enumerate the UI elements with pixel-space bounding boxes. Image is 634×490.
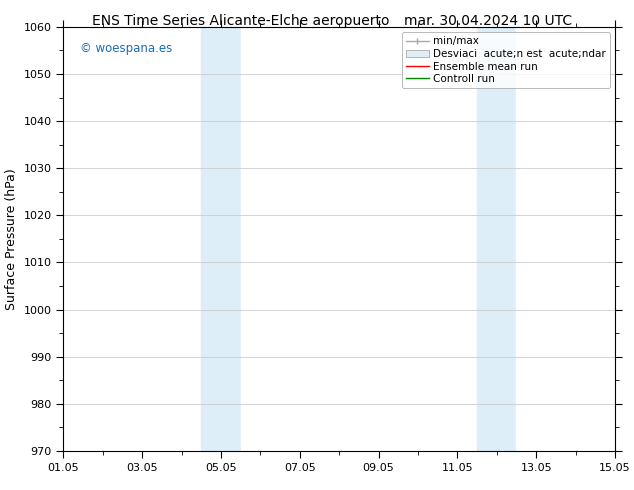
Bar: [477, 27, 517, 451]
Text: © woespana.es: © woespana.es: [80, 42, 172, 55]
Bar: [517, 27, 556, 451]
Bar: [202, 27, 241, 451]
Text: mar. 30.04.2024 10 UTC: mar. 30.04.2024 10 UTC: [404, 14, 573, 28]
Legend: min/max, Desviaci  acute;n est  acute;ndar, Ensemble mean run, Controll run: min/max, Desviaci acute;n est acute;ndar…: [401, 32, 610, 88]
Bar: [241, 27, 280, 451]
Text: ENS Time Series Alicante-Elche aeropuerto: ENS Time Series Alicante-Elche aeropuert…: [92, 14, 390, 28]
Y-axis label: Surface Pressure (hPa): Surface Pressure (hPa): [5, 168, 18, 310]
